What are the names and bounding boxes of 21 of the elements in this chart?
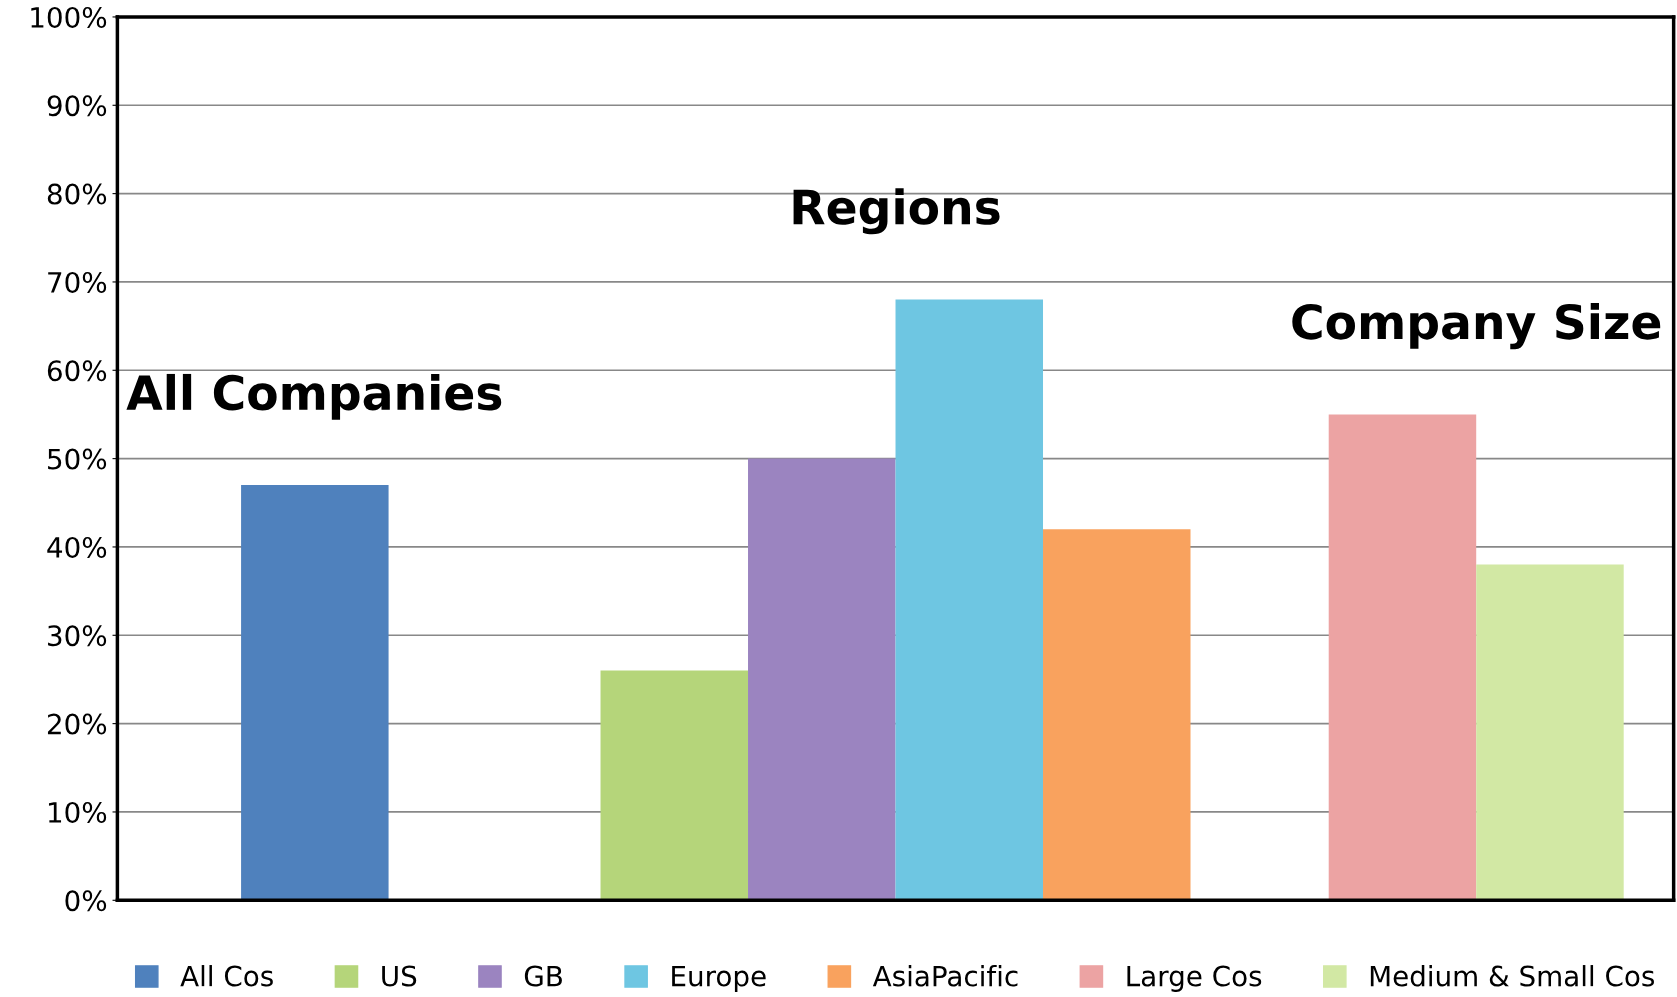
- y-tick-label: 0%: [65, 890, 107, 912]
- y-tick-label: 90%: [47, 95, 107, 117]
- legend-label: Medium & Small Cos: [1370, 965, 1655, 987]
- y-tick-label: 30%: [48, 625, 107, 647]
- annotation: Company Size: [1292, 303, 1661, 350]
- legend-label: US: [382, 965, 417, 987]
- y-tick-label: 40%: [47, 536, 107, 558]
- y-tick-label: 70%: [48, 271, 107, 293]
- y-tick-label: 20%: [47, 713, 107, 735]
- legend-label: All Cos: [180, 965, 273, 987]
- y-tick-label: 100%: [31, 6, 107, 28]
- y-tick-label: 50%: [48, 448, 107, 470]
- y-tick-label: 80%: [47, 183, 107, 205]
- legend-label: GB: [524, 965, 562, 987]
- legend-label: Large Cos: [1127, 965, 1262, 992]
- annotation: All Companies: [126, 373, 502, 420]
- legend-label: AsiaPacific: [872, 965, 1018, 987]
- annotation: Regions: [793, 188, 1000, 235]
- legend-label: Europe: [672, 965, 766, 992]
- y-tick-label: 60%: [47, 360, 107, 382]
- y-tick-label: 10%: [48, 801, 107, 823]
